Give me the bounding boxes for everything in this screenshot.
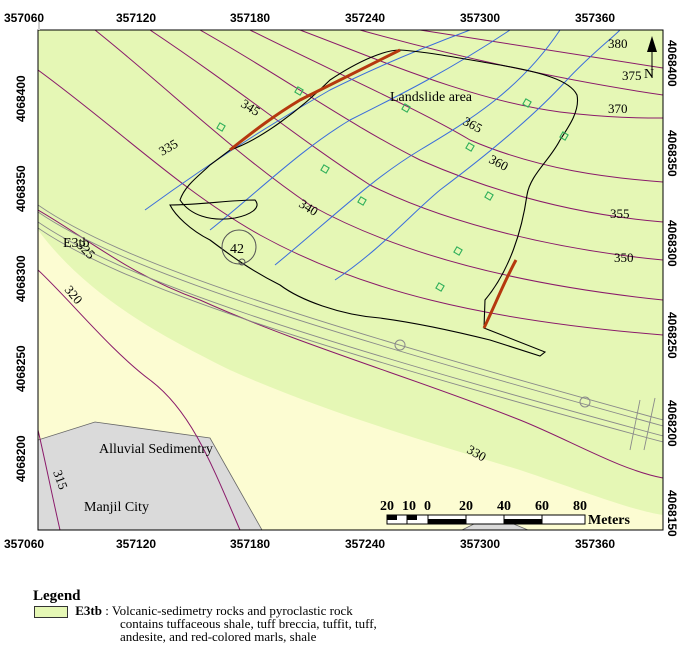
x-tick-bottom: 357300 bbox=[460, 537, 500, 551]
road-marker bbox=[394, 339, 406, 351]
y-tick-right: 4068150 bbox=[665, 490, 679, 537]
scale-tick-label: 0 bbox=[424, 499, 431, 514]
x-tick-bottom: 357060 bbox=[4, 537, 44, 551]
x-tick-top: 357120 bbox=[116, 11, 156, 25]
x-tick-top: 357060 bbox=[4, 11, 44, 25]
y-tick-left: 4068250 bbox=[14, 345, 28, 392]
scale-tick-label: 60 bbox=[535, 499, 549, 514]
y-tick-left: 4068400 bbox=[14, 75, 28, 122]
scale-bar-labels: 20 10 0 20 40 60 80 bbox=[380, 499, 587, 514]
x-tick-bottom: 357120 bbox=[116, 537, 156, 551]
y-tick-right: 4068400 bbox=[665, 40, 679, 87]
e3tb-label: E3tb bbox=[63, 236, 89, 251]
legend-e3tb-line2: contains tuffaceous shale, tuff breccia,… bbox=[120, 616, 377, 631]
legend-e3tb-line3: andesite, and red-colored marls, shale bbox=[120, 629, 317, 644]
alluvial-label: Alluvial Sedimentry bbox=[99, 442, 213, 457]
x-tick-top: 357180 bbox=[230, 11, 270, 25]
y-tick-left: 4068300 bbox=[14, 255, 28, 302]
landslide-boundary bbox=[169, 49, 579, 357]
legend-title: Legend bbox=[33, 588, 81, 604]
x-tick-bottom: 357240 bbox=[345, 537, 385, 551]
x-tick-top: 357300 bbox=[460, 11, 500, 25]
landslide-scarp bbox=[482, 259, 518, 329]
scale-tick-label: 80 bbox=[573, 499, 587, 514]
x-tick-top: 357360 bbox=[575, 11, 615, 25]
scale-tick-label: 40 bbox=[497, 499, 511, 514]
contour-label-370: 370 bbox=[608, 101, 628, 116]
y-tick-right: 4068300 bbox=[665, 220, 679, 267]
manjil-city-label: Manjil City bbox=[84, 500, 149, 515]
scale-tick-label: 20 bbox=[459, 499, 473, 514]
contour-label-355: 355 bbox=[610, 206, 630, 221]
scale-bar bbox=[386, 514, 586, 525]
x-coordinates-bottom: 357060 357120 357180 357240 357300 35736… bbox=[4, 537, 615, 551]
north-arrow-icon bbox=[647, 36, 657, 78]
x-coordinates-top: 357060 357120 357180 357240 357300 35736… bbox=[4, 11, 615, 25]
y-tick-right: 4068200 bbox=[665, 400, 679, 447]
legend-e3tb-desc: : Volcanic-sedimetry rocks and pyroclast… bbox=[105, 603, 353, 618]
point-42-circle bbox=[221, 229, 257, 265]
streams bbox=[144, 30, 621, 281]
landslide-scarp bbox=[229, 48, 401, 152]
scale-tick-label: 10 bbox=[402, 499, 416, 514]
y-coordinates-left: 4068400 4068350 4068300 4068250 4068200 bbox=[14, 75, 28, 482]
contour-label-375: 375 bbox=[622, 68, 642, 83]
scale-tick-label: 20 bbox=[380, 499, 394, 514]
x-tick-bottom: 357360 bbox=[575, 537, 615, 551]
y-tick-left: 4068350 bbox=[14, 165, 28, 212]
point-42-label: 42 bbox=[230, 242, 244, 257]
legend-e3tb-code: E3tb bbox=[75, 603, 102, 618]
contour-label-380: 380 bbox=[608, 36, 628, 51]
sample-markers bbox=[216, 86, 569, 292]
point-42-dot bbox=[238, 258, 246, 266]
map-border bbox=[37, 29, 664, 531]
legend-e3tb: E3tb : Volcanic-sedimetry rocks and pyro… bbox=[34, 603, 353, 619]
contour-label-315: 315 bbox=[50, 468, 71, 491]
y-tick-left: 4068200 bbox=[14, 435, 28, 482]
graticule-ticks bbox=[38, 20, 40, 30]
manjil-city-area bbox=[38, 421, 263, 530]
landslide-area-label: Landslide area bbox=[390, 90, 473, 105]
x-tick-top: 357240 bbox=[345, 11, 385, 25]
north-label: N bbox=[644, 67, 654, 82]
legend-e3tb-swatch bbox=[34, 606, 68, 619]
x-tick-bottom: 357180 bbox=[230, 537, 270, 551]
contour-label-350: 350 bbox=[614, 250, 634, 265]
y-tick-right: 4068350 bbox=[665, 130, 679, 177]
road-marker bbox=[579, 396, 591, 408]
road-corridor bbox=[38, 204, 663, 451]
scale-unit-label: Meters bbox=[588, 513, 631, 528]
y-coordinates-right: 4068400 4068350 4068300 4068250 4068200 … bbox=[665, 40, 679, 537]
y-tick-right: 4068250 bbox=[665, 312, 679, 359]
